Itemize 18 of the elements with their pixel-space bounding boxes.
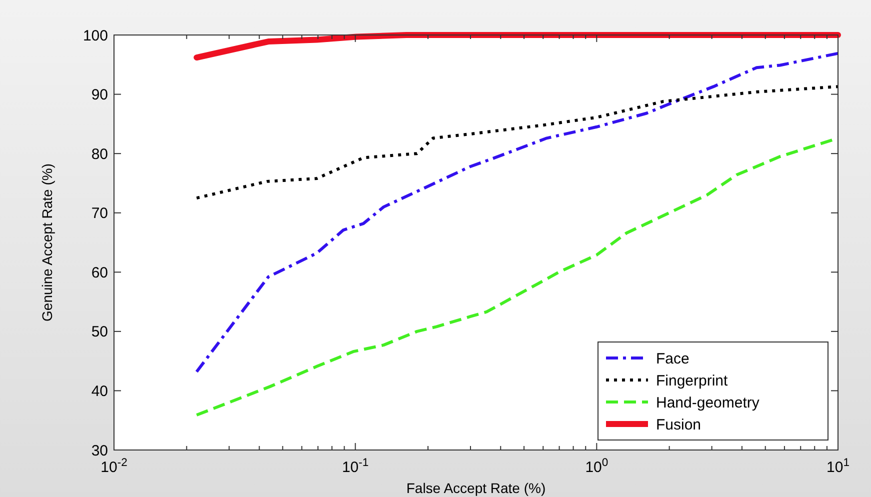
x-tick-label: 10$^{-1}$ <box>342 457 369 476</box>
x-tick-label: 10$^{1}$ <box>826 457 850 476</box>
x-axis-title: False Accept Rate (%) <box>406 480 546 496</box>
y-axis-title: Genuine Accept Rate (%) <box>39 164 55 322</box>
y-tick-label: 40 <box>91 382 108 400</box>
legend-label: Hand-geometry <box>656 394 760 412</box>
y-tick-label: 70 <box>91 205 108 222</box>
y-tick-label: 80 <box>91 146 108 163</box>
y-tick-label: 50 <box>91 324 108 341</box>
y-tick-label: 30 <box>91 442 108 460</box>
x-tick-label: 10$^{-2}$ <box>100 457 128 476</box>
y-tick-label: 60 <box>91 264 108 282</box>
y-tick-label: 90 <box>91 86 108 104</box>
x-tick-label: 10$^{0}$ <box>585 457 608 476</box>
y-tick-label: 100 <box>82 27 108 44</box>
legend-label: Face <box>656 350 690 368</box>
legend-label: Fusion <box>656 416 702 434</box>
legend-label: Fingerprint <box>656 372 729 390</box>
